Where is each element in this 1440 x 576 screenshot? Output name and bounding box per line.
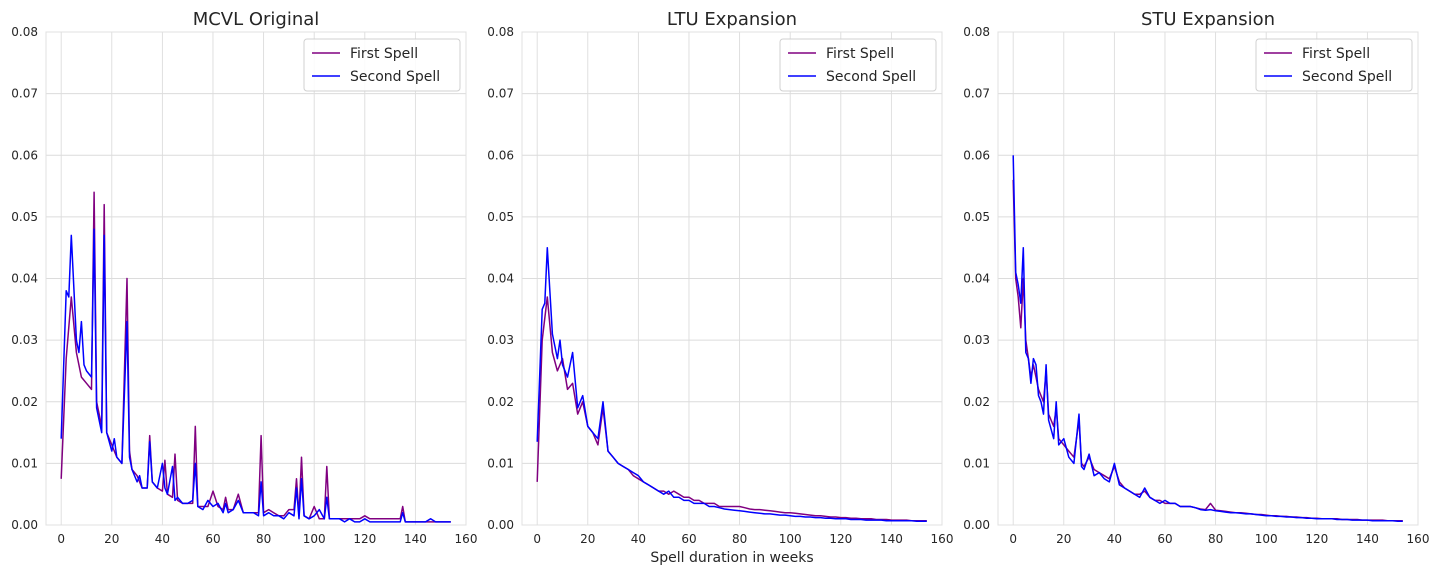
y-tick-label: 0.03	[963, 333, 990, 347]
series-line-first-spell	[60, 191, 451, 523]
y-tick-label: 0.05	[11, 210, 38, 224]
plot-frame	[997, 31, 1419, 526]
chart-title: LTU Expansion	[667, 9, 797, 30]
y-tick-label: 0.04	[487, 272, 514, 286]
y-tick-label: 0.08	[963, 25, 990, 39]
y-tick-label: 0.06	[963, 148, 990, 162]
x-tick-label: 40	[155, 532, 170, 546]
x-tick-label: 160	[1407, 532, 1430, 546]
plot-frame	[45, 31, 467, 526]
y-tick-label: 0.03	[11, 333, 38, 347]
x-axis-label: Spell duration in weeks	[650, 550, 813, 566]
y-tick-label: 0.06	[11, 148, 38, 162]
y-tick-label: 0.04	[963, 272, 990, 286]
chart-title: MCVL Original	[193, 9, 320, 30]
legend-box	[1255, 38, 1413, 92]
x-tick-label: 0	[57, 532, 65, 546]
y-tick-label: 0.08	[11, 25, 38, 39]
x-tick-label: 80	[732, 532, 747, 546]
y-tick-label: 0.05	[963, 210, 990, 224]
x-tick-label: 0	[533, 532, 541, 546]
y-tick-label: 0.05	[487, 210, 514, 224]
x-tick-label: 0	[1009, 532, 1017, 546]
x-tick-label: 100	[1255, 532, 1278, 546]
x-tick-label: 40	[631, 532, 646, 546]
chart-panel-1: 0 20 40 60 80 100 120 140 160 0.00 0.01 0.02 0.03 0.0…	[11, 9, 477, 546]
series-line-second-spell	[1012, 155, 1403, 523]
legend-label: First Spell	[1302, 46, 1370, 62]
legend-label: Second Spell	[1302, 69, 1392, 85]
chart-panel-2: 0 20 40 60 80 100 120 140 160 0.00 0.01 0.02 0.03 0.0…	[487, 9, 953, 566]
y-tick-label: 0.07	[11, 87, 38, 101]
legend-box	[303, 38, 461, 92]
x-tick-label: 60	[1157, 532, 1172, 546]
legend: First Spell Second Spell	[779, 38, 937, 92]
y-tick-label: 0.02	[11, 395, 38, 409]
y-tick-label: 0.00	[487, 518, 514, 532]
x-tick-label: 20	[580, 532, 595, 546]
legend-label: First Spell	[826, 46, 894, 62]
y-tick-label: 0.08	[487, 25, 514, 39]
y-tick-label: 0.07	[963, 87, 990, 101]
x-tick-label: 160	[455, 532, 478, 546]
legend-box	[779, 38, 937, 92]
x-tick-label: 60	[681, 532, 696, 546]
x-tick-label: 140	[1356, 532, 1379, 546]
chart-panel-3: 0 20 40 60 80 100 120 140 160 0.00 0.01 0.02 0.03 0.0…	[963, 9, 1429, 546]
x-tick-label: 80	[1208, 532, 1223, 546]
series-line-first-spell	[536, 296, 927, 522]
chart-title: STU Expansion	[1141, 9, 1275, 30]
x-tick-label: 100	[779, 532, 802, 546]
x-tick-label: 120	[1305, 532, 1328, 546]
x-tick-label: 160	[931, 532, 954, 546]
series-line-second-spell	[60, 228, 451, 523]
plot-frame	[521, 31, 943, 526]
x-tick-label: 80	[256, 532, 271, 546]
y-tick-label: 0.02	[487, 395, 514, 409]
y-tick-label: 0.01	[963, 456, 990, 470]
y-tick-label: 0.06	[487, 148, 514, 162]
y-tick-label: 0.07	[487, 87, 514, 101]
legend: First Spell Second Spell	[303, 38, 461, 92]
x-tick-label: 40	[1107, 532, 1122, 546]
legend-label: First Spell	[350, 46, 418, 62]
legend: First Spell Second Spell	[1255, 38, 1413, 92]
x-tick-label: 20	[104, 532, 119, 546]
series-line-second-spell	[536, 246, 927, 523]
y-tick-label: 0.00	[963, 518, 990, 532]
y-tick-label: 0.04	[11, 272, 38, 286]
series-line-first-spell	[1012, 179, 1403, 522]
x-tick-label: 20	[1056, 532, 1071, 546]
y-tick-label: 0.00	[11, 518, 38, 532]
y-tick-label: 0.01	[487, 456, 514, 470]
legend-label: Second Spell	[350, 69, 440, 85]
x-tick-label: 140	[880, 532, 903, 546]
x-tick-label: 60	[205, 532, 220, 546]
y-tick-label: 0.02	[963, 395, 990, 409]
y-tick-label: 0.03	[487, 333, 514, 347]
x-tick-label: 120	[829, 532, 852, 546]
x-tick-label: 100	[303, 532, 326, 546]
x-tick-label: 140	[404, 532, 427, 546]
x-tick-label: 120	[353, 532, 376, 546]
legend-label: Second Spell	[826, 69, 916, 85]
y-tick-label: 0.01	[11, 456, 38, 470]
